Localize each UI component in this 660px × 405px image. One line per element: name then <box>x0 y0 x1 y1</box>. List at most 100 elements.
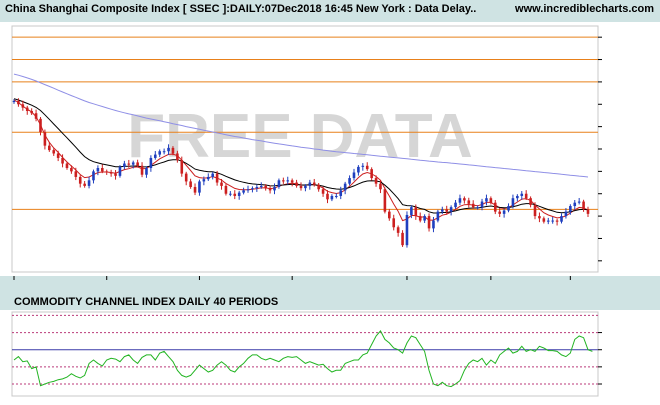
candle-body <box>577 201 581 203</box>
candle-body <box>180 160 184 174</box>
candle-body <box>502 210 506 214</box>
candle-body <box>193 187 197 193</box>
candle-body <box>374 178 378 184</box>
candle-body <box>136 162 139 166</box>
cci-frame <box>11 311 599 397</box>
candle-body <box>202 179 206 182</box>
candle-body <box>118 166 122 176</box>
candle-body <box>123 163 126 167</box>
candle-body <box>480 201 484 208</box>
candle-body <box>379 183 382 190</box>
candle-body <box>383 189 387 212</box>
candle-body <box>339 190 343 196</box>
candle-body <box>109 172 113 174</box>
candle-body <box>569 206 572 212</box>
candle-body <box>299 185 303 189</box>
candle-body <box>440 209 444 212</box>
candle-body <box>255 187 259 189</box>
candle-body <box>140 165 144 175</box>
candle-body <box>445 209 449 212</box>
candle-body <box>206 176 210 180</box>
candle-body <box>242 190 245 193</box>
candle-body <box>131 162 135 165</box>
candle-body <box>467 200 471 204</box>
candle-body <box>463 198 466 201</box>
candle-body <box>348 178 351 184</box>
candle-body <box>211 173 214 177</box>
candle-body <box>30 110 33 114</box>
candle-body <box>145 168 148 175</box>
candle-body <box>127 163 131 165</box>
candle-body <box>330 195 334 200</box>
candle-body <box>533 204 537 217</box>
candle-body <box>520 193 524 196</box>
candle-body <box>277 180 281 188</box>
candle-body <box>335 195 338 197</box>
candle-body <box>189 181 192 188</box>
candle-body <box>564 211 568 217</box>
candle-body <box>268 188 272 191</box>
cci-title-bar: COMMODITY CHANNEL INDEX DAILY 40 PERIODS <box>0 294 660 310</box>
candle-body <box>388 211 391 219</box>
candle-body <box>74 171 78 177</box>
candle-body <box>304 185 307 189</box>
date-axis-bar <box>0 276 660 294</box>
candle-body <box>101 168 104 172</box>
candle-body <box>78 176 82 184</box>
price-chart: FREE DATA <box>11 25 602 273</box>
candle-body <box>167 147 170 152</box>
candle-body <box>392 218 396 228</box>
candle-body <box>326 193 329 200</box>
cci-chart <box>11 311 602 397</box>
candle-body <box>308 182 312 186</box>
candle-body <box>516 195 519 199</box>
candle-body <box>458 198 462 203</box>
candle-body <box>34 113 38 119</box>
candle-body <box>449 207 453 212</box>
candle-body <box>43 132 47 146</box>
candle-body <box>87 180 91 186</box>
candle-body <box>432 220 435 229</box>
candle-body <box>560 216 563 222</box>
candle-body <box>105 171 109 173</box>
candle-body <box>224 185 228 194</box>
cci-panel <box>0 310 660 400</box>
candle-body <box>198 181 201 193</box>
candle-body <box>290 180 294 183</box>
candle-body <box>396 227 400 233</box>
candle-body <box>215 173 219 183</box>
candle-body <box>39 118 42 133</box>
candle-body <box>365 165 369 170</box>
candle-body <box>582 201 585 210</box>
candle-body <box>184 173 188 182</box>
candle-body <box>410 207 413 215</box>
candle-body <box>414 207 418 217</box>
candle-body <box>542 218 546 222</box>
candle-body <box>158 151 162 155</box>
candle-body <box>237 192 241 196</box>
title-bar: China Shanghai Composite Index [ SSEC ]:… <box>0 0 660 22</box>
candle-body <box>52 150 56 154</box>
candle-body <box>56 153 60 158</box>
chart-title: China Shanghai Composite Index [ SSEC ]:… <box>5 3 477 15</box>
candle-body <box>498 211 501 214</box>
candle-body <box>511 198 515 207</box>
candle-body <box>507 206 510 211</box>
candle-body <box>573 202 577 207</box>
cci-title: COMMODITY CHANNEL INDEX DAILY 40 PERIODS <box>14 296 279 308</box>
candle-body <box>312 182 316 185</box>
candle-body <box>586 209 590 214</box>
candle-body <box>546 220 550 222</box>
candle-body <box>282 180 285 182</box>
site-link[interactable]: www.incrediblecharts.com <box>515 3 654 15</box>
candle-body <box>476 207 479 209</box>
moving-average-long <box>13 73 589 178</box>
candle-body <box>233 193 237 196</box>
candle-body <box>286 180 290 182</box>
date-axis <box>13 276 571 280</box>
candle-body <box>65 163 69 169</box>
candle-body <box>361 165 365 167</box>
candle-body <box>551 220 554 222</box>
candle-body <box>25 107 29 111</box>
candle-body <box>436 211 440 221</box>
